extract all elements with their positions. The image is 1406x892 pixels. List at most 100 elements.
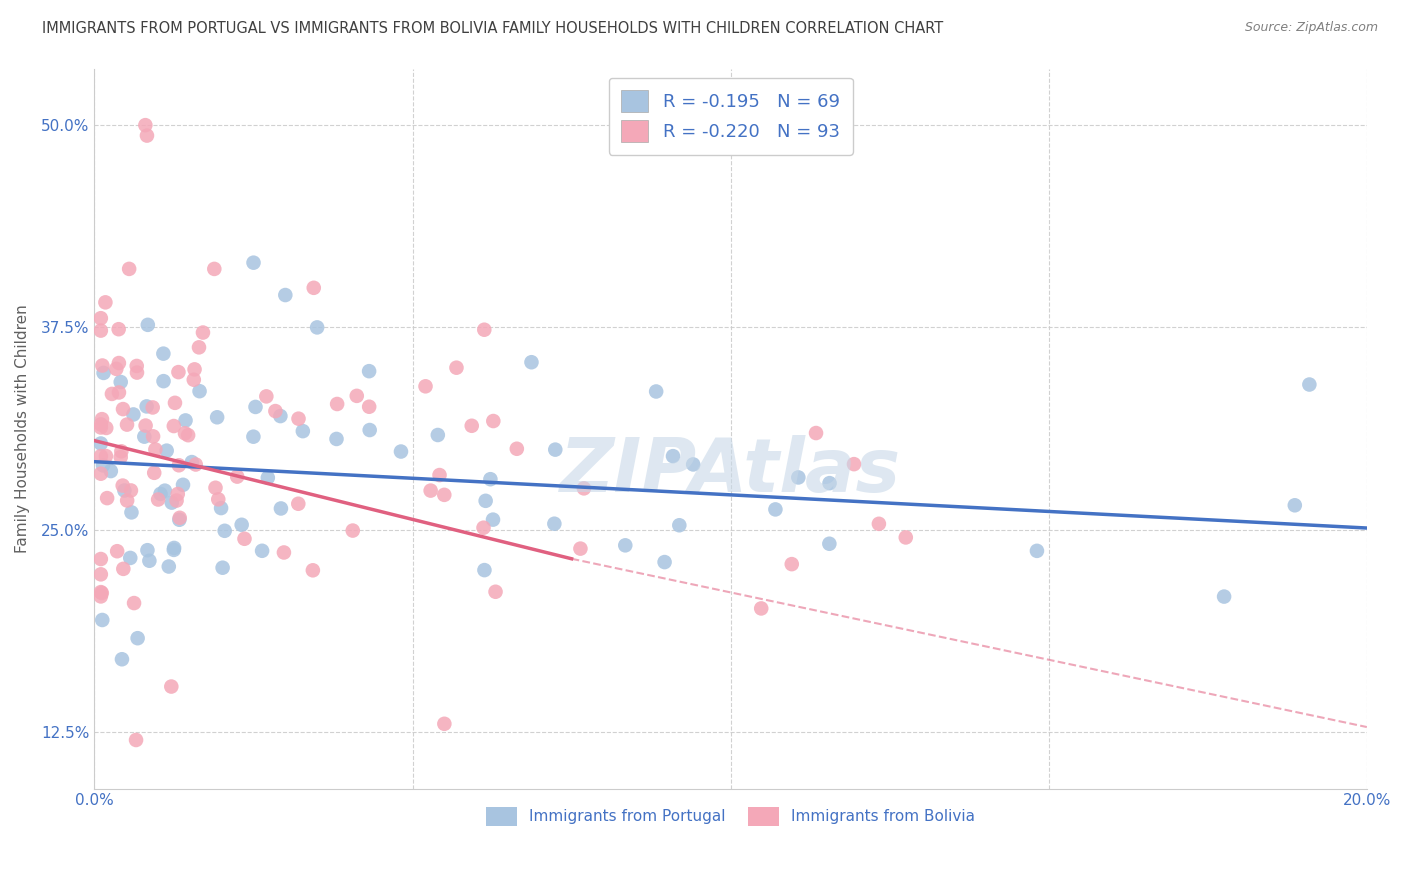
Point <box>93 366 115 380</box>
Point <box>302 281 325 295</box>
Point <box>169 513 191 527</box>
Point <box>108 356 131 370</box>
Point <box>274 288 297 302</box>
Point <box>122 596 145 610</box>
Point <box>256 471 278 485</box>
Point <box>389 444 412 458</box>
Point <box>472 521 495 535</box>
Point <box>105 362 128 376</box>
Point <box>184 458 207 472</box>
Point <box>90 467 112 481</box>
Point <box>569 541 592 556</box>
Point <box>209 501 232 516</box>
Point <box>291 424 314 438</box>
Point <box>654 555 676 569</box>
Point <box>415 379 437 393</box>
Point <box>160 495 183 509</box>
Point <box>307 320 329 334</box>
Point <box>105 544 128 558</box>
Point <box>111 652 134 666</box>
Point <box>174 426 197 441</box>
Point <box>842 457 865 471</box>
Point <box>429 468 451 483</box>
Point <box>433 716 456 731</box>
Point <box>264 404 287 418</box>
Point <box>645 384 668 399</box>
Point <box>202 261 225 276</box>
Point <box>482 513 505 527</box>
Point <box>818 476 841 491</box>
Point <box>96 421 118 435</box>
Point <box>90 420 112 434</box>
Point <box>127 631 149 645</box>
Point <box>231 517 253 532</box>
Point <box>136 543 159 558</box>
Point <box>96 491 118 505</box>
Point <box>614 538 637 552</box>
Point <box>287 411 309 425</box>
Point <box>156 443 179 458</box>
Point <box>254 389 277 403</box>
Point <box>818 537 841 551</box>
Point <box>90 586 112 600</box>
Point <box>250 543 273 558</box>
Point <box>125 359 148 373</box>
Text: ZIPAtlas: ZIPAtlas <box>560 435 901 508</box>
Point <box>270 501 292 516</box>
Point <box>544 442 567 457</box>
Point <box>152 346 174 360</box>
Point <box>94 295 117 310</box>
Point <box>136 318 159 332</box>
Point <box>326 397 349 411</box>
Point <box>125 366 148 380</box>
Point <box>90 436 112 450</box>
Point <box>143 466 166 480</box>
Point <box>125 733 148 747</box>
Point <box>433 488 456 502</box>
Point <box>346 389 368 403</box>
Point <box>112 562 135 576</box>
Point <box>134 118 156 132</box>
Text: Source: ZipAtlas.com: Source: ZipAtlas.com <box>1244 21 1378 34</box>
Point <box>90 585 112 599</box>
Point <box>479 472 502 486</box>
Point <box>90 590 112 604</box>
Y-axis label: Family Households with Children: Family Households with Children <box>15 304 30 553</box>
Point <box>166 487 188 501</box>
Point <box>214 524 236 538</box>
Point <box>287 497 309 511</box>
Point <box>1284 498 1306 512</box>
Point <box>122 408 145 422</box>
Point <box>472 323 495 337</box>
Point <box>188 384 211 399</box>
Point <box>146 492 169 507</box>
Point <box>780 557 803 571</box>
Point <box>183 373 205 387</box>
Point <box>242 255 264 269</box>
Point <box>114 483 136 498</box>
Point <box>111 478 134 492</box>
Point <box>482 414 505 428</box>
Point <box>204 481 226 495</box>
Point <box>682 458 704 472</box>
Point <box>166 493 188 508</box>
Point <box>211 560 233 574</box>
Point <box>153 483 176 498</box>
Point <box>1213 590 1236 604</box>
Point <box>180 455 202 469</box>
Point <box>115 493 138 508</box>
Point <box>108 385 131 400</box>
Point <box>163 396 186 410</box>
Point <box>484 584 506 599</box>
Point <box>167 365 190 379</box>
Point <box>152 374 174 388</box>
Point <box>572 481 595 495</box>
Point <box>90 449 112 463</box>
Point <box>163 542 186 557</box>
Point <box>233 532 256 546</box>
Point <box>787 470 810 484</box>
Point <box>273 545 295 559</box>
Point <box>749 601 772 615</box>
Point <box>506 442 529 456</box>
Point <box>543 516 565 531</box>
